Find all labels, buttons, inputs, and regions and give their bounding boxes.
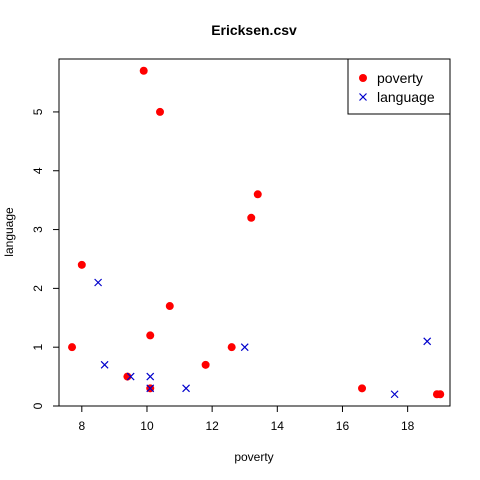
series-poverty [68, 66, 445, 399]
poverty-point [436, 390, 445, 399]
language-point [240, 343, 249, 352]
x-tick-label: 10 [140, 419, 154, 433]
x-tick-label: 16 [336, 419, 350, 433]
poverty-point [165, 302, 174, 311]
y-axis-label: language [2, 207, 16, 257]
poverty-point [201, 360, 210, 369]
plot-area [58, 58, 451, 407]
language-point [182, 384, 190, 393]
series-language [94, 278, 432, 399]
poverty-point [253, 190, 262, 199]
legend-label-poverty: poverty [377, 70, 423, 86]
legend-box [347, 58, 451, 115]
x-tick-label: 8 [78, 419, 85, 433]
y-tick-label: 0 [31, 402, 45, 409]
language-point [423, 337, 432, 346]
x-tick-label: 18 [401, 419, 415, 433]
legend-marker-poverty [359, 74, 367, 82]
x-tick-label: 14 [271, 419, 285, 433]
poverty-point [156, 107, 165, 116]
poverty-point [77, 260, 86, 269]
language-point [146, 372, 155, 381]
legend: poverty language [347, 58, 451, 115]
y-tick-label: 2 [31, 285, 45, 292]
poverty-point [139, 66, 148, 75]
data-points [68, 66, 445, 399]
poverty-point [227, 343, 236, 352]
y-tick-label: 1 [31, 344, 45, 351]
language-point [94, 278, 103, 287]
poverty-point [358, 384, 367, 393]
legend-marker-language [359, 93, 367, 101]
y-tick-label: 3 [31, 226, 45, 233]
poverty-point [68, 343, 77, 352]
y-tick-label: 4 [31, 167, 45, 174]
poverty-point [146, 331, 155, 340]
language-point [390, 390, 399, 399]
language-point [146, 384, 155, 393]
x-axis-label: poverty [234, 450, 273, 464]
y-tick-label: 5 [31, 108, 45, 115]
x-tick-label: 12 [205, 419, 219, 433]
legend-label-language: language [377, 89, 435, 105]
poverty-point [247, 213, 256, 222]
language-point [100, 360, 109, 369]
chart-title: Ericksen.csv [211, 22, 297, 38]
language-point [126, 372, 135, 381]
